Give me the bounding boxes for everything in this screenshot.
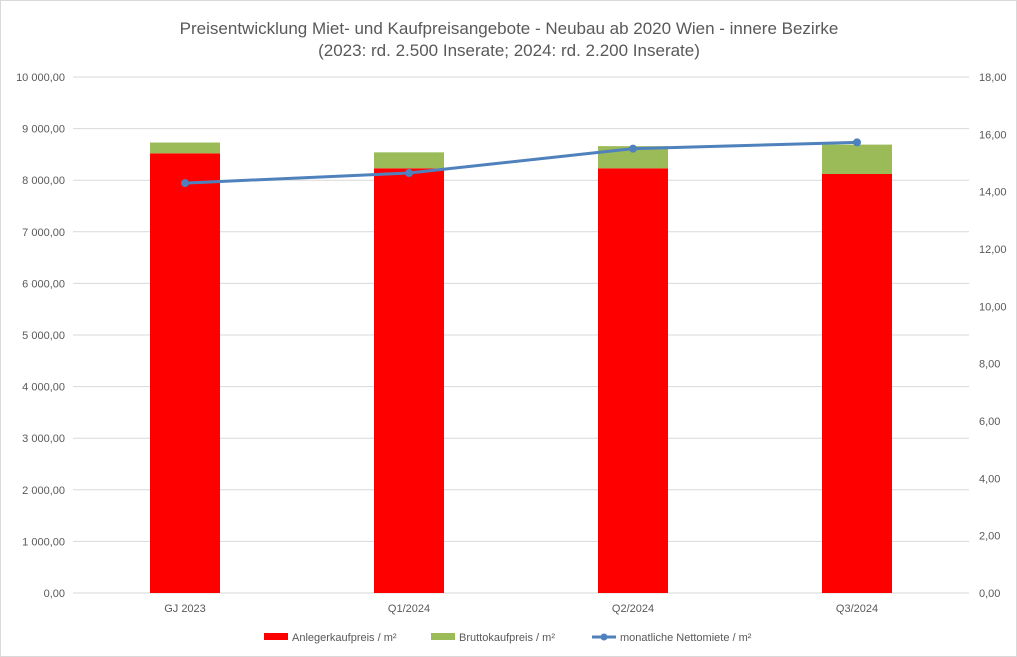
right-tick-label: 10,00: [979, 301, 1007, 313]
line-point: [405, 169, 413, 178]
right-tick-label: 2,00: [979, 531, 1000, 543]
bars: [150, 142, 892, 594]
left-tick-label: 6 000,00: [22, 278, 65, 290]
bar-segment: [822, 144, 892, 175]
line-point: [629, 144, 637, 153]
left-tick-label: 1 000,00: [22, 536, 65, 548]
left-tick-label: 2 000,00: [22, 485, 65, 497]
right-tick-label: 8,00: [979, 359, 1000, 371]
legend: Anlegerkaufpreis / m² Bruttokaufpreis / m…: [264, 632, 752, 644]
bar-segment: [150, 153, 220, 594]
bar-segment: [822, 174, 892, 593]
series-line: [184, 140, 858, 185]
grid-lines: [73, 76, 969, 594]
legend-label: Anlegerkaufpreis / m²: [292, 632, 397, 644]
left-tick-label: 5 000,00: [22, 330, 65, 342]
left-tick-label: 3 000,00: [22, 433, 65, 445]
legend-label: monatliche Nettomiete / m²: [620, 632, 752, 644]
legend-swatch: [264, 633, 288, 640]
left-tick-label: 4 000,00: [22, 382, 65, 394]
right-tick-label: 6,00: [979, 416, 1000, 428]
right-tick-label: 4,00: [979, 473, 1000, 485]
left-tick-label: 9 000,00: [22, 124, 65, 136]
right-tick-label: 18,00: [979, 72, 1007, 84]
category-label: Q1/2024: [388, 603, 430, 615]
category-label: GJ 2023: [164, 603, 206, 615]
left-tick-label: 0,00: [44, 588, 65, 600]
bar-segment: [374, 152, 444, 169]
line-point: [853, 138, 861, 147]
category-label: Q2/2024: [612, 603, 654, 615]
left-tick-label: 10 000,00: [16, 72, 65, 84]
category-label: Q3/2024: [836, 603, 878, 615]
right-axis-ticks: 0,00 2,00 4,00 6,00 8,00 10,00 12,00 14,00 16,00…: [979, 72, 1007, 600]
right-tick-label: 12,00: [979, 244, 1007, 256]
chart-title: Preisentwicklung Miet- und Kaufpreisange…: [180, 19, 839, 38]
category-labels: GJ 2023 Q1/2024 Q2/2024 Q3/2024: [164, 603, 878, 615]
left-axis-ticks: 0,00 1 000,00 2 000,00 3 000,00 4 000,00 5 00…: [16, 72, 65, 600]
right-tick-label: 16,00: [979, 129, 1007, 141]
left-tick-label: 7 000,00: [22, 227, 65, 239]
left-tick-label: 8 000,00: [22, 175, 65, 187]
legend-label: Bruttokaufpreis / m²: [459, 632, 555, 644]
right-tick-label: 0,00: [979, 588, 1000, 600]
chart-subtitle: (2023: rd. 2.500 Inserate; 2024: rd. 2.2…: [318, 41, 700, 60]
bar-segment: [374, 168, 444, 593]
line-point: [181, 179, 189, 188]
legend-marker: [600, 633, 608, 641]
legend-swatch: [431, 633, 455, 640]
right-tick-label: 14,00: [979, 187, 1007, 199]
line-series: [181, 138, 861, 188]
bar-segment: [150, 142, 220, 154]
bar-segment: [598, 168, 668, 593]
